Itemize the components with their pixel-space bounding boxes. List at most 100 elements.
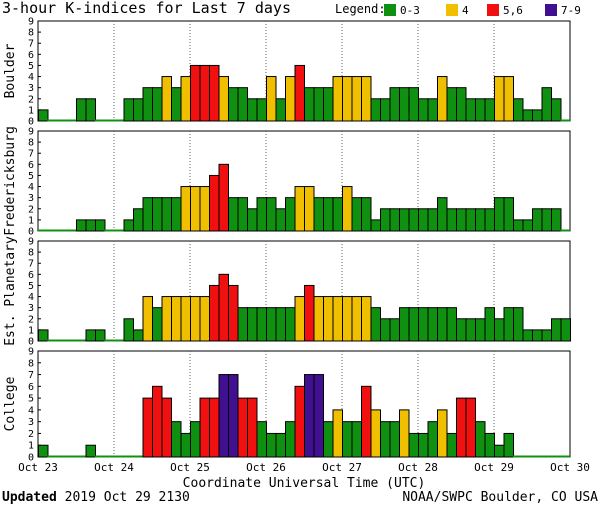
k-index-bar bbox=[190, 296, 201, 342]
k-index-bar bbox=[361, 197, 372, 232]
k-index-bar bbox=[522, 109, 533, 122]
k-index-bar bbox=[332, 409, 343, 458]
k-index-bar bbox=[342, 296, 353, 342]
k-index-bar bbox=[237, 397, 248, 458]
y-tick-label: 7 bbox=[28, 39, 34, 50]
k-index-bar bbox=[76, 98, 87, 122]
k-index-bar bbox=[85, 444, 96, 458]
k-index-bar bbox=[389, 421, 400, 458]
k-index-bar bbox=[285, 197, 296, 232]
k-index-bar bbox=[152, 307, 163, 342]
k-index-bar bbox=[418, 208, 429, 232]
k-index-bar bbox=[247, 98, 258, 122]
k-index-bar bbox=[342, 421, 353, 458]
k-index-bar bbox=[437, 307, 448, 342]
k-index-bar bbox=[437, 76, 448, 122]
k-index-bar bbox=[190, 421, 201, 458]
y-tick-label: 0 bbox=[28, 337, 34, 348]
k-index-bar bbox=[304, 87, 315, 122]
k-index-bar bbox=[465, 98, 476, 122]
y-tick-label: 5 bbox=[28, 394, 34, 405]
x-tick-label: Oct 26 bbox=[246, 461, 286, 474]
k-index-bar bbox=[218, 76, 229, 122]
k-index-bar bbox=[247, 208, 258, 232]
x-tick-label: Oct 29 bbox=[474, 461, 514, 474]
k-index-bar bbox=[133, 98, 144, 122]
y-tick-label: 0 bbox=[28, 453, 34, 464]
k-index-bar bbox=[408, 87, 419, 122]
k-index-bar bbox=[427, 421, 438, 458]
k-index-bar bbox=[209, 64, 220, 122]
k-index-bar bbox=[503, 432, 514, 458]
y-tick-label: 2 bbox=[28, 204, 34, 215]
k-index-bar bbox=[171, 197, 182, 232]
panel-label: Est. Planetary bbox=[3, 236, 18, 346]
panel-label: Boulder bbox=[3, 43, 18, 98]
k-index-bar bbox=[399, 409, 410, 458]
k-index-bar bbox=[313, 87, 324, 122]
k-index-bar bbox=[275, 208, 286, 232]
k-index-bar bbox=[465, 208, 476, 232]
k-index-bar bbox=[494, 197, 505, 232]
k-index-bar bbox=[237, 197, 248, 232]
k-index-bar bbox=[513, 98, 524, 122]
k-index-bar bbox=[38, 109, 49, 122]
k-index-bar bbox=[161, 296, 172, 342]
k-index-bar bbox=[484, 307, 495, 342]
k-index-bar bbox=[418, 98, 429, 122]
k-index-bar bbox=[494, 444, 505, 458]
k-index-bar bbox=[133, 208, 144, 232]
k-index-bar bbox=[256, 307, 267, 342]
y-tick-label: 6 bbox=[28, 270, 34, 281]
legend: Legend: 0-3 4 5,6 7-9 bbox=[335, 2, 581, 17]
k-index-bar bbox=[484, 98, 495, 122]
k-index-bar bbox=[475, 208, 486, 232]
k-index-bar bbox=[332, 76, 343, 122]
y-tick-label: 8 bbox=[28, 138, 34, 149]
k-index-bar bbox=[209, 397, 220, 458]
k-index-bar bbox=[541, 87, 552, 122]
k-index-bar bbox=[560, 318, 571, 342]
k-index-bar bbox=[332, 197, 343, 232]
k-index-bar bbox=[446, 432, 457, 458]
k-index-bar bbox=[399, 87, 410, 122]
k-index-bar bbox=[551, 318, 562, 342]
y-tick-label: 8 bbox=[28, 358, 34, 369]
k-index-bar bbox=[199, 397, 210, 458]
k-index-bar bbox=[180, 186, 191, 232]
y-tick-label: 8 bbox=[28, 248, 34, 259]
x-tick-label: Oct 30 bbox=[550, 461, 590, 474]
y-tick-label: 7 bbox=[28, 149, 34, 160]
k-index-bar bbox=[266, 432, 277, 458]
k-index-bar bbox=[313, 296, 324, 342]
legend-item-label: 5,6 bbox=[503, 4, 523, 17]
y-tick-label: 1 bbox=[28, 325, 34, 336]
k-index-bar bbox=[418, 307, 429, 342]
k-index-bar bbox=[275, 432, 286, 458]
k-index-bar bbox=[465, 318, 476, 342]
legend-item-label: 0-3 bbox=[400, 4, 420, 17]
k-index-bar bbox=[76, 219, 87, 232]
k-index-bar bbox=[361, 76, 372, 122]
k-index-bar bbox=[123, 318, 134, 342]
k-index-bar bbox=[266, 197, 277, 232]
chart-title: 3-hour K-indices for Last 7 days bbox=[2, 0, 291, 17]
k-index-bar bbox=[285, 307, 296, 342]
legend-swatch bbox=[446, 4, 458, 16]
k-index-bar bbox=[294, 186, 305, 232]
k-index-bar bbox=[389, 87, 400, 122]
k-index-bar bbox=[218, 163, 229, 232]
y-tick-label: 3 bbox=[28, 83, 34, 94]
legend-label: Legend: bbox=[335, 2, 386, 16]
k-index-bar bbox=[437, 409, 448, 458]
k-index-bar bbox=[351, 421, 362, 458]
k-index-bar bbox=[133, 329, 144, 342]
k-index-bar bbox=[38, 444, 49, 458]
y-tick-label: 5 bbox=[28, 61, 34, 72]
y-tick-label: 2 bbox=[28, 94, 34, 105]
y-tick-label: 1 bbox=[28, 215, 34, 226]
k-index-bar bbox=[361, 385, 372, 458]
x-tick-label: Oct 28 bbox=[398, 461, 438, 474]
